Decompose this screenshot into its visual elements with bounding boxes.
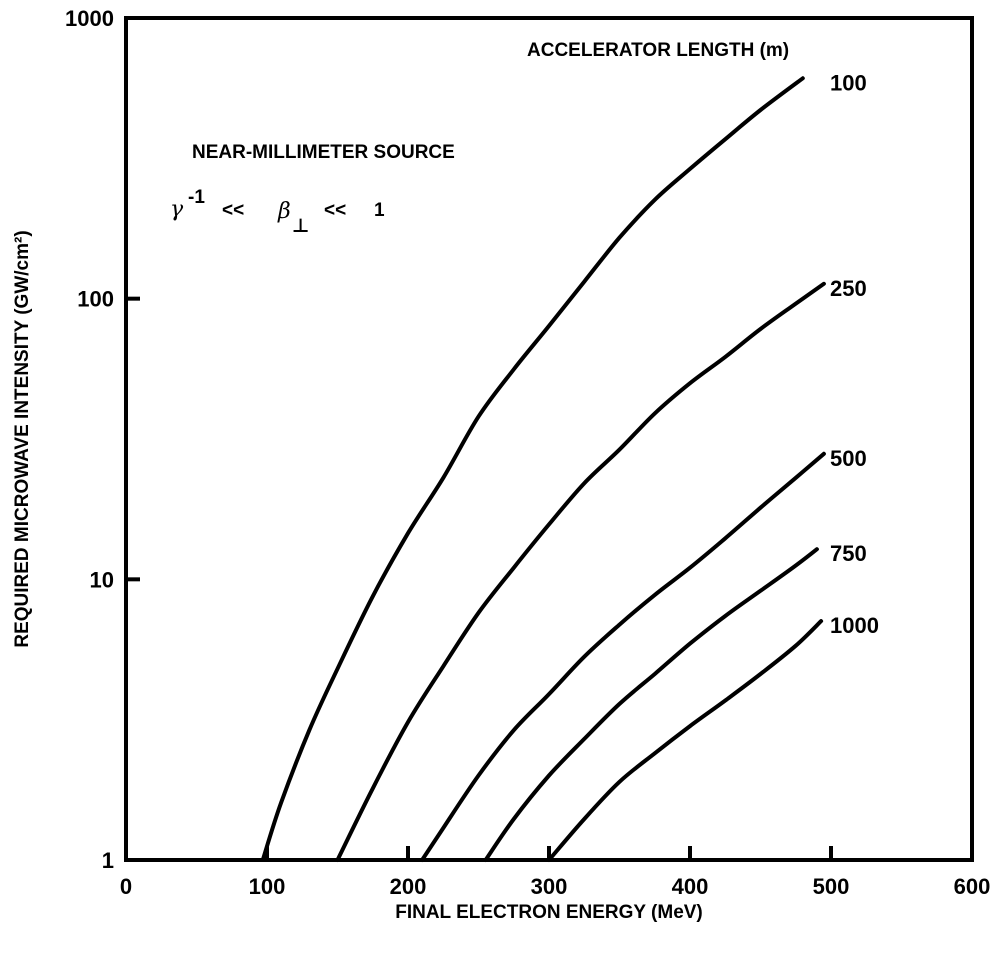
series-labels: 100 250 500 750 1000 bbox=[830, 70, 879, 638]
x-tick-label: 100 bbox=[249, 874, 286, 899]
y-tick-label: 1000 bbox=[65, 6, 114, 31]
beta-symbol: β bbox=[277, 199, 291, 224]
series-label-500: 500 bbox=[830, 446, 867, 471]
gamma-exponent: -1 bbox=[188, 187, 205, 208]
x-tick-label: 200 bbox=[390, 874, 427, 899]
y-axis-title: REQUIRED MICROWAVE INTENSITY (GW/cm²) bbox=[12, 230, 33, 647]
y-tick-label: 10 bbox=[90, 567, 114, 592]
series-label-750: 750 bbox=[830, 541, 867, 566]
curves bbox=[260, 76, 826, 862]
x-tick-label: 600 bbox=[954, 874, 991, 899]
source-annotation: NEAR-MILLIMETER SOURCE bbox=[192, 142, 455, 163]
series-line-500 bbox=[420, 451, 826, 862]
series-line-250 bbox=[335, 281, 826, 862]
series-line-1000 bbox=[547, 619, 824, 862]
x-axis-title: FINAL ELECTRON ENERGY (MeV) bbox=[395, 902, 703, 923]
series-line-750 bbox=[483, 547, 819, 862]
ticks: 0 100 200 300 400 500 600 1 10 100 1000 bbox=[65, 6, 990, 899]
less-less-2: << bbox=[324, 200, 346, 221]
less-less-1: << bbox=[222, 200, 244, 221]
x-tick-label: 300 bbox=[531, 874, 568, 899]
y-tick-label: 1 bbox=[102, 848, 114, 873]
series-label-1000: 1000 bbox=[830, 613, 879, 638]
y-tick-label: 100 bbox=[77, 287, 114, 312]
legend-title: ACCELERATOR LENGTH (m) bbox=[527, 40, 789, 61]
one: 1 bbox=[374, 200, 385, 221]
perp-symbol: ⊥ bbox=[292, 216, 309, 237]
x-tick-label: 0 bbox=[120, 874, 132, 899]
series-label-250: 250 bbox=[830, 276, 867, 301]
condition-annotation: γ -1 << β ⊥ << 1 bbox=[170, 187, 385, 237]
x-tick-label: 400 bbox=[672, 874, 709, 899]
gamma-symbol: γ bbox=[170, 197, 184, 222]
series-label-100: 100 bbox=[830, 70, 867, 95]
series-line-100 bbox=[260, 76, 805, 862]
x-tick-label: 500 bbox=[813, 874, 850, 899]
